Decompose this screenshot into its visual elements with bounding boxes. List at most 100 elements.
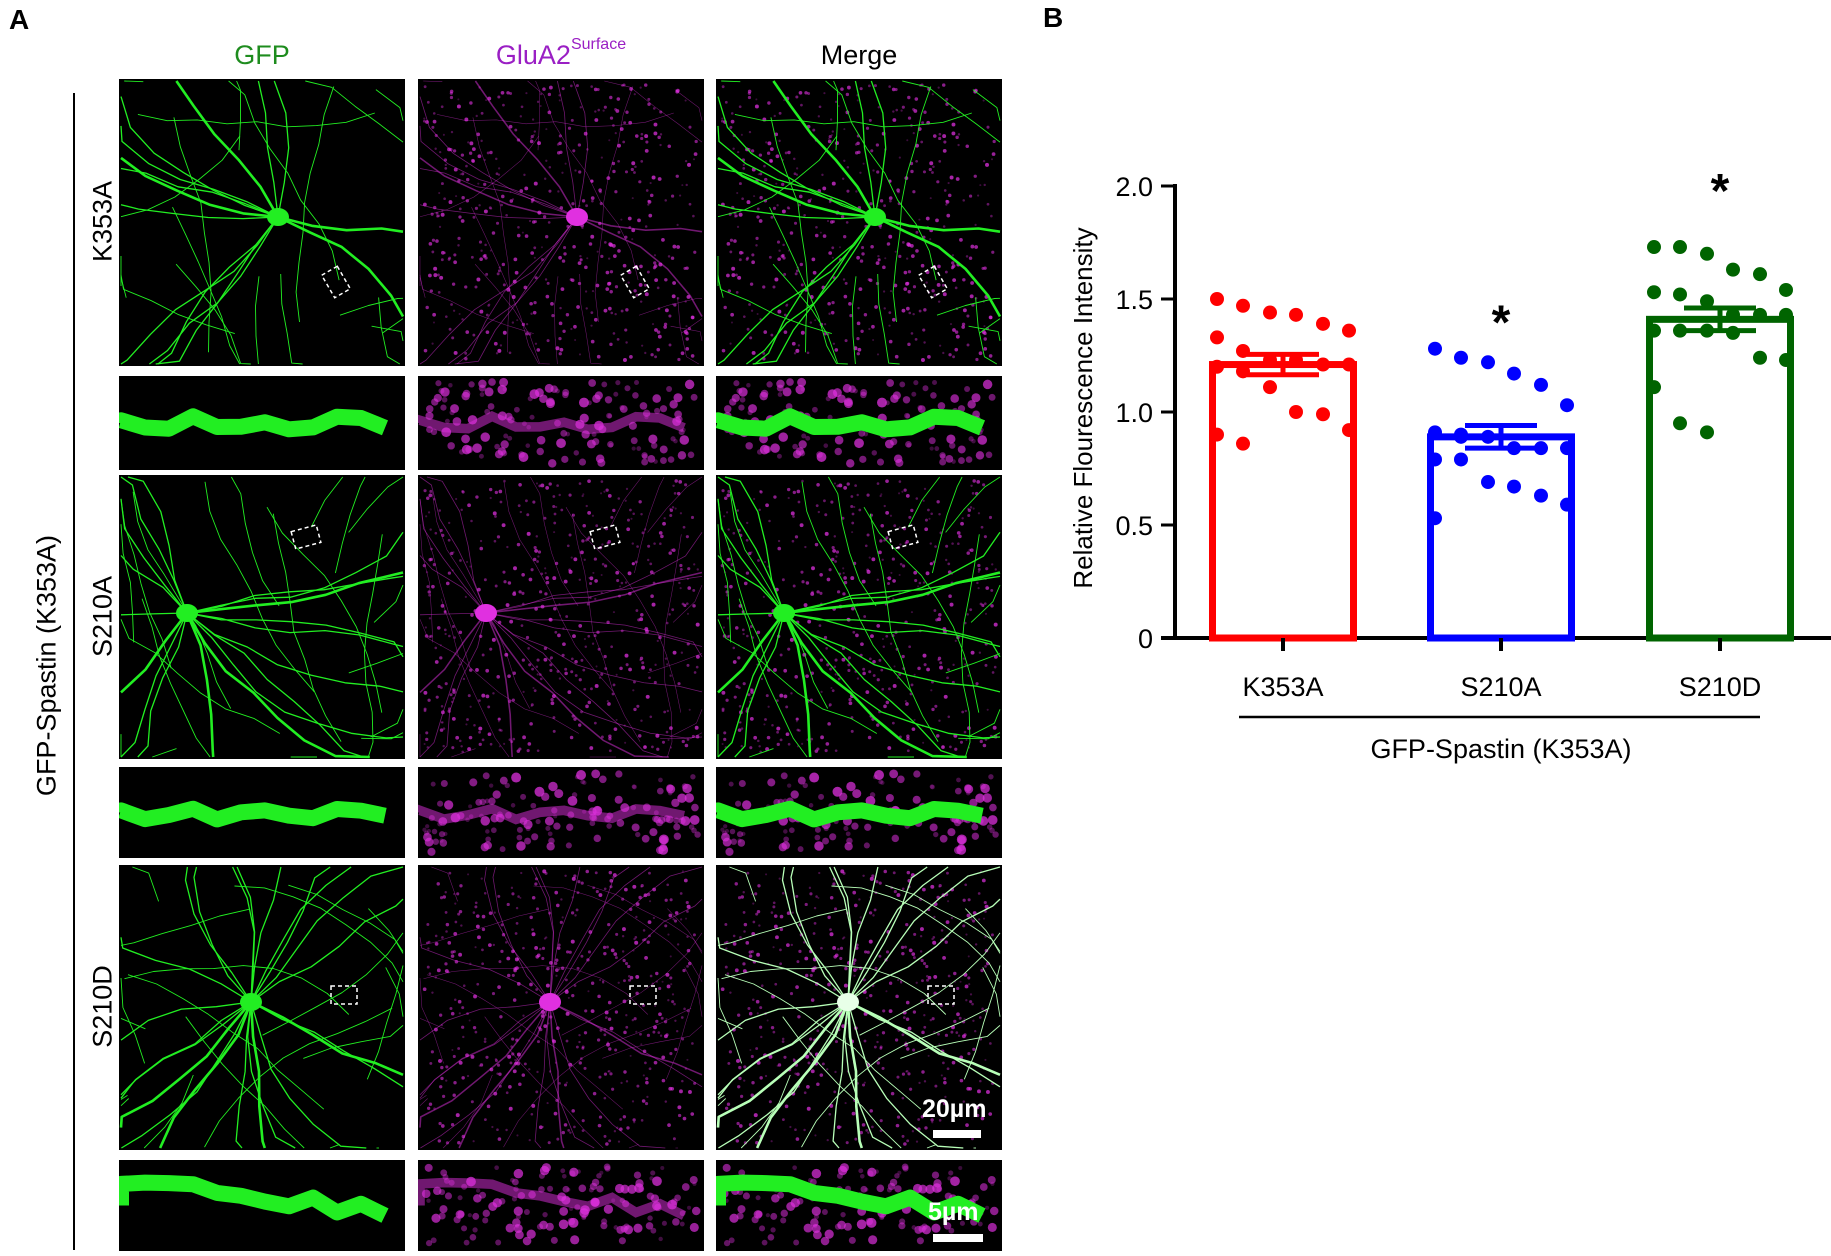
glua2-puncta <box>767 141 772 146</box>
glua2-puncta <box>741 251 744 255</box>
glua2-puncta <box>434 531 438 535</box>
glua2-puncta <box>743 922 748 927</box>
glua2-puncta <box>645 694 650 699</box>
glua2-puncta <box>778 249 781 252</box>
glua2-puncta <box>472 1212 480 1220</box>
glua2-puncta <box>791 911 794 914</box>
glua2-puncta <box>575 1045 579 1049</box>
dendrite-gfp <box>721 965 947 1015</box>
glua2-puncta <box>568 569 573 574</box>
glua2-puncta <box>607 702 611 706</box>
dendrite-glua2 <box>448 216 578 365</box>
glua2-puncta <box>422 987 427 992</box>
glua2-puncta <box>661 1078 666 1083</box>
glua2-puncta <box>780 1209 788 1218</box>
glua2-puncta <box>737 896 742 900</box>
glua2-puncta <box>979 1183 988 1191</box>
glua2-puncta <box>475 798 483 806</box>
glua2-puncta <box>567 690 572 694</box>
glua2-puncta <box>823 499 826 503</box>
glua2-puncta <box>831 256 834 259</box>
glua2-puncta <box>923 487 927 491</box>
dendrite-glua2 <box>418 410 686 435</box>
dendrite-gfp <box>717 524 732 643</box>
micrograph <box>717 80 1002 365</box>
glua2-puncta <box>965 456 973 463</box>
glua2-puncta <box>544 278 548 281</box>
glua2-puncta <box>626 1126 630 1130</box>
glua2-puncta <box>758 219 763 223</box>
glua2-puncta <box>818 105 822 109</box>
glua2-puncta <box>429 528 432 531</box>
glua2-puncta <box>581 494 584 498</box>
glua2-puncta <box>525 332 529 336</box>
glua2-puncta <box>586 400 592 406</box>
glua2-puncta <box>829 833 837 841</box>
glua2-puncta <box>975 1113 980 1118</box>
glua2-puncta <box>839 1125 842 1128</box>
dendrite-gfp <box>186 612 404 693</box>
glua2-puncta <box>611 1087 615 1091</box>
glua2-puncta <box>821 173 824 177</box>
data-point <box>1534 441 1548 456</box>
dendrite-gfp <box>783 612 1001 739</box>
glua2-puncta <box>988 354 993 358</box>
glua2-puncta <box>578 353 582 356</box>
glua2-puncta <box>471 147 476 152</box>
glua2-puncta <box>959 1078 964 1083</box>
glua2-puncta <box>775 154 780 159</box>
glua2-puncta <box>668 613 671 616</box>
glua2-puncta <box>499 846 506 853</box>
glua2-puncta <box>501 523 506 528</box>
glua2-puncta <box>971 832 980 840</box>
dendrite-glua2 <box>418 803 685 825</box>
glua2-puncta <box>779 962 783 966</box>
glua2-puncta <box>577 143 581 147</box>
glua2-puncta <box>736 191 739 195</box>
glua2-puncta <box>913 380 919 386</box>
glua2-puncta <box>724 828 730 834</box>
glua2-puncta <box>804 902 808 907</box>
glua2-puncta <box>570 657 574 661</box>
glua2-puncta <box>962 898 966 902</box>
dendrite-glua2 <box>419 909 548 946</box>
glua2-puncta <box>972 1194 979 1202</box>
glua2-puncta <box>677 793 687 803</box>
glua2-puncta <box>730 838 738 845</box>
glua2-puncta <box>932 380 938 386</box>
glua2-puncta <box>530 705 533 708</box>
glua2-puncta <box>904 945 907 949</box>
glua2-puncta <box>559 1206 569 1216</box>
glua2-puncta <box>729 584 733 589</box>
glua2-puncta <box>956 777 961 783</box>
glua2-puncta <box>633 1223 643 1233</box>
glua2-puncta <box>615 932 619 936</box>
glua2-puncta <box>631 197 634 200</box>
glua2-puncta <box>470 1054 475 1059</box>
glua2-puncta <box>663 1034 668 1039</box>
glua2-puncta <box>972 507 975 510</box>
glua2-puncta <box>925 571 930 576</box>
glua2-puncta <box>828 703 832 707</box>
glua2-puncta <box>738 212 743 217</box>
glua2-puncta <box>750 1093 754 1097</box>
dendrite-gfp <box>772 80 877 218</box>
glua2-puncta <box>664 657 668 660</box>
glua2-puncta <box>522 1014 525 1017</box>
dendrite-gfp <box>769 207 838 365</box>
glua2-puncta <box>635 974 640 979</box>
glua2-puncta <box>797 344 801 347</box>
glua2-puncta <box>890 438 898 446</box>
dendrite-gfp <box>783 612 961 758</box>
glua2-puncta <box>879 226 882 230</box>
glua2-puncta <box>592 571 595 574</box>
glua2-puncta <box>831 130 835 133</box>
glua2-puncta <box>550 1236 558 1244</box>
glua2-puncta <box>478 204 481 207</box>
glua2-puncta <box>885 634 889 638</box>
glua2-puncta <box>541 946 546 950</box>
glua2-puncta <box>467 141 470 144</box>
glua2-puncta <box>770 1227 776 1233</box>
glua2-puncta <box>786 303 789 306</box>
glua2-puncta <box>729 991 732 994</box>
